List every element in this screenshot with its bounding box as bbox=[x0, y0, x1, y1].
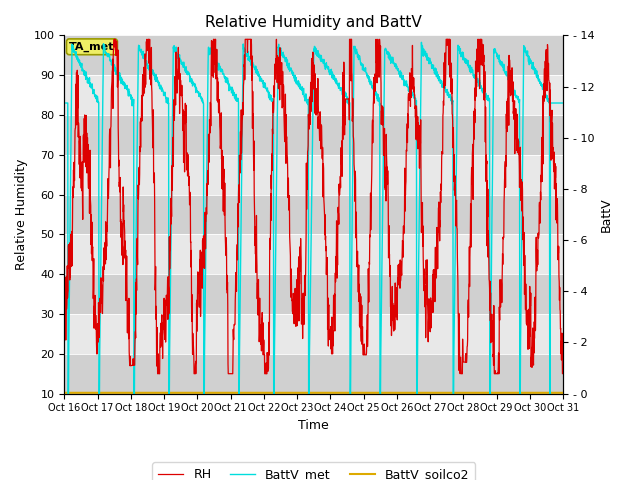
BattV_soilco2 bbox=[60, 390, 68, 396]
RH bbox=[60, 330, 68, 336]
Bar bbox=[64, 155, 563, 194]
Bar bbox=[64, 314, 563, 354]
Line: RH: RH bbox=[64, 39, 563, 374]
BattV_met bbox=[559, 100, 567, 106]
RH bbox=[154, 371, 161, 377]
Bar bbox=[64, 234, 563, 274]
BattV_met bbox=[64, 391, 72, 396]
BattV_met bbox=[86, 82, 94, 88]
RH bbox=[303, 163, 311, 169]
BattV_met bbox=[290, 75, 298, 81]
BattV_met bbox=[417, 39, 425, 45]
BattV_met bbox=[303, 99, 311, 105]
Bar bbox=[64, 36, 563, 75]
RH bbox=[110, 36, 118, 42]
Title: Relative Humidity and BattV: Relative Humidity and BattV bbox=[205, 15, 422, 30]
RH bbox=[545, 83, 553, 88]
BattV_soilco2 bbox=[303, 390, 310, 396]
BattV_met bbox=[545, 96, 553, 102]
BattV_met bbox=[60, 100, 68, 106]
Bar bbox=[64, 115, 563, 155]
Legend: RH, BattV_met, BattV_soilco2: RH, BattV_met, BattV_soilco2 bbox=[152, 462, 476, 480]
Bar bbox=[64, 75, 563, 115]
BattV_soilco2 bbox=[290, 390, 298, 396]
BattV_soilco2 bbox=[86, 390, 93, 396]
RH bbox=[545, 78, 553, 84]
Bar bbox=[64, 274, 563, 314]
Bar bbox=[64, 354, 563, 394]
Y-axis label: Relative Humidity: Relative Humidity bbox=[15, 159, 28, 270]
X-axis label: Time: Time bbox=[298, 419, 329, 432]
BattV_soilco2 bbox=[545, 390, 552, 396]
BattV_met bbox=[454, 61, 461, 67]
BattV_soilco2 bbox=[545, 390, 552, 396]
RH bbox=[454, 265, 461, 271]
Y-axis label: BattV: BattV bbox=[600, 197, 613, 232]
BattV_soilco2 bbox=[559, 390, 567, 396]
BattV_soilco2 bbox=[453, 390, 461, 396]
Text: TA_met: TA_met bbox=[69, 42, 115, 52]
Line: BattV_met: BattV_met bbox=[64, 42, 563, 394]
BattV_met bbox=[545, 96, 553, 102]
Bar bbox=[64, 194, 563, 234]
RH bbox=[291, 321, 298, 326]
RH bbox=[86, 172, 93, 178]
RH bbox=[559, 371, 567, 377]
